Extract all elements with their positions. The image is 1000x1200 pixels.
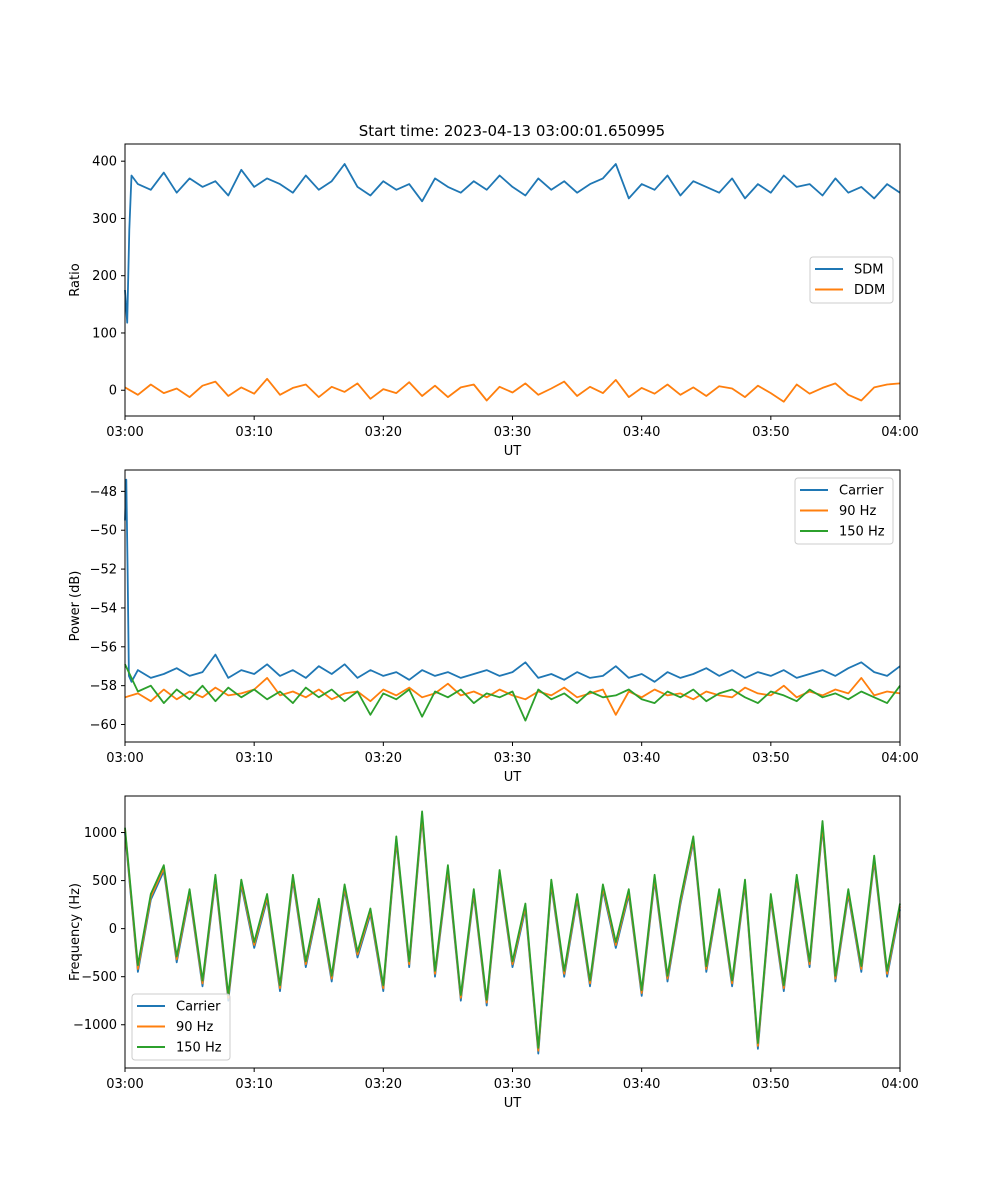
x-tick-label: 03:50: [752, 1077, 789, 1092]
y-tick-label: 1000: [84, 826, 117, 841]
x-tick-label: 03:40: [623, 425, 660, 440]
legend-label: Carrier: [176, 1000, 221, 1015]
y-tick-label: −50: [90, 524, 117, 539]
y-tick-label: −500: [81, 970, 117, 985]
y-tick-label: −1000: [73, 1018, 117, 1033]
legend-label: SDM: [854, 263, 883, 278]
y-tick-label: 100: [92, 326, 117, 341]
figure-title: Start time: 2023-04-13 03:00:01.650995: [359, 122, 665, 140]
x-tick-label: 03:40: [623, 1077, 660, 1092]
y-tick-label: −58: [90, 679, 117, 694]
series-line-3: [124, 810, 901, 1049]
x-tick-label: 04:00: [881, 1077, 918, 1092]
x-axis-label: UT: [504, 1096, 522, 1111]
y-tick-label: 300: [92, 212, 117, 227]
series-line-1: [124, 478, 901, 683]
legend-label: 150 Hz: [839, 525, 885, 540]
x-tick-label: 03:30: [494, 1077, 531, 1092]
legend-label: 90 Hz: [839, 504, 876, 519]
x-tick-label: 04:00: [881, 751, 918, 766]
x-tick-label: 03:30: [494, 751, 531, 766]
y-axis-label: Frequency (Hz): [68, 883, 83, 981]
legend-label: 150 Hz: [176, 1041, 222, 1056]
x-tick-label: 04:00: [881, 425, 918, 440]
legend: Carrier 90 Hz 150 Hz: [131, 993, 231, 1061]
legend-box: [794, 477, 894, 545]
y-tick-label: 0: [109, 384, 117, 399]
y-tick-label: 200: [92, 269, 117, 284]
legend-box: [131, 993, 231, 1061]
y-axis-label: Power (dB): [68, 571, 83, 642]
x-axis-label: UT: [504, 770, 522, 785]
y-tick-label: 0: [109, 922, 117, 937]
x-tick-label: 03:10: [235, 1077, 272, 1092]
x-tick-label: 03:20: [365, 425, 402, 440]
y-tick-label: −56: [90, 640, 117, 655]
series-line-3: [124, 663, 901, 722]
x-tick-label: 03:30: [494, 425, 531, 440]
x-tick-label: 03:40: [623, 751, 660, 766]
subplot-2: 03:00 03:10 03:20 03:30 03:40 03:50 04:00 −48 −5…: [68, 469, 919, 785]
legend-label: DDM: [854, 283, 885, 298]
legend: SDM DDM: [809, 256, 894, 304]
legend-label: 90 Hz: [176, 1020, 213, 1035]
y-tick-label: −48: [90, 485, 117, 500]
x-tick-label: 03:00: [106, 425, 143, 440]
x-tick-label: 03:00: [106, 751, 143, 766]
y-axis-label: Ratio: [68, 263, 83, 296]
legend: Carrier 90 Hz 150 Hz: [794, 477, 894, 545]
y-tick-label: −54: [90, 601, 117, 616]
series-line-1: [124, 163, 901, 324]
y-tick-label: −52: [90, 563, 117, 578]
x-tick-label: 03:10: [235, 751, 272, 766]
y-tick-label: 500: [92, 874, 117, 889]
x-tick-label: 03:20: [365, 751, 402, 766]
subplot-1: 03:00 03:10 03:20 03:30 03:40 03:50 04:00 0 100 2…: [68, 143, 919, 459]
x-tick-label: 03:20: [365, 1077, 402, 1092]
subplot-3: 03:00 03:10 03:20 03:30 03:40 03:50 04:00 1000 5…: [68, 795, 919, 1111]
x-tick-label: 03:50: [752, 751, 789, 766]
legend-label: Carrier: [839, 484, 884, 499]
x-tick-label: 03:10: [235, 425, 272, 440]
y-tick-label: −60: [90, 718, 117, 733]
subplots-container: 03:00 03:10 03:20 03:30 03:40 03:50 04:00 0 100 2…: [68, 143, 919, 1111]
y-tick-label: 400: [92, 155, 117, 170]
series-line-2: [124, 377, 901, 403]
x-axis-label: UT: [504, 444, 522, 459]
x-tick-label: 03:00: [106, 1077, 143, 1092]
x-tick-label: 03:50: [752, 425, 789, 440]
